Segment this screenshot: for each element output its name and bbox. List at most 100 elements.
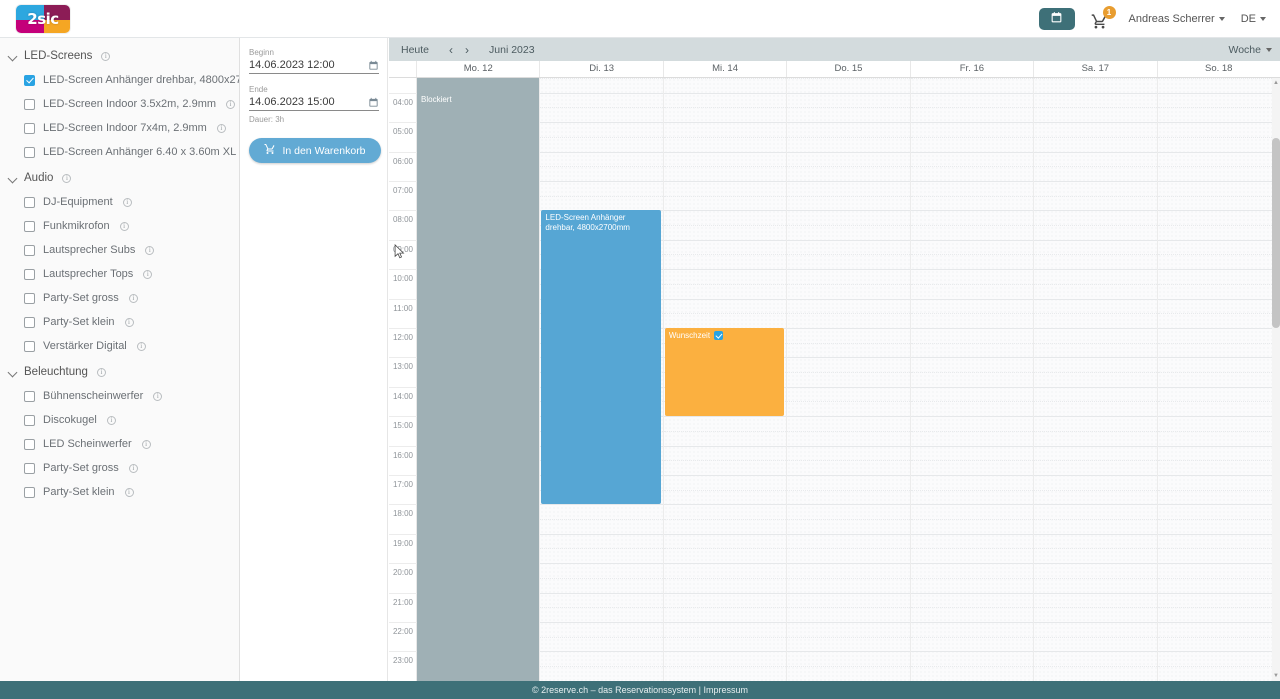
hour-label: 06:00: [392, 156, 414, 166]
sidebar-item[interactable]: LED-Screen Indoor 3.5x2m, 2.9mm i: [0, 92, 239, 116]
calendar-event-blue[interactable]: LED-Screen Anhänger drehbar, 4800x2700mm: [541, 210, 661, 505]
day-column-5[interactable]: [1034, 78, 1158, 681]
view-selector[interactable]: Woche: [1228, 43, 1272, 56]
item-checkbox[interactable]: [24, 414, 35, 426]
sidebar-item[interactable]: Party-Set klein i: [0, 480, 239, 504]
info-icon[interactable]: i: [143, 269, 153, 279]
begin-input-row[interactable]: 14.06.2023 12:00: [249, 59, 379, 74]
chevron-down-icon: [1260, 16, 1266, 21]
day-header-1[interactable]: Di. 13: [540, 61, 664, 77]
sidebar-item[interactable]: Party-Set gross i: [0, 456, 239, 480]
item-checkbox[interactable]: [24, 486, 35, 498]
item-checkbox[interactable]: [24, 438, 35, 450]
day-column-0[interactable]: Blockiert: [417, 78, 541, 681]
language-menu[interactable]: DE: [1241, 13, 1266, 25]
calendar-event-blocked[interactable]: Blockiert: [417, 78, 540, 681]
begin-value[interactable]: 14.06.2023 12:00: [249, 59, 335, 71]
day-column-2[interactable]: Wunschzeit: [663, 78, 788, 681]
hour-label: 15:00: [392, 421, 414, 431]
sidebar-item[interactable]: Funkmikrofon i: [0, 214, 239, 238]
item-checkbox[interactable]: [24, 268, 35, 280]
sidebar-item[interactable]: DJ-Equipment i: [0, 190, 239, 214]
sidebar-item[interactable]: Bühnenscheinwerfer i: [0, 384, 239, 408]
sidebar-item[interactable]: Lautsprecher Subs i: [0, 238, 239, 262]
hour-label: 14:00: [392, 391, 414, 401]
info-icon[interactable]: i: [216, 123, 226, 133]
info-icon[interactable]: i: [124, 317, 134, 327]
prev-week-button[interactable]: ‹: [449, 42, 454, 57]
info-icon[interactable]: i: [145, 245, 155, 255]
item-checkbox[interactable]: [24, 316, 35, 328]
info-icon[interactable]: i: [122, 197, 132, 207]
item-checkbox[interactable]: [24, 340, 35, 352]
sidebar-group-audio[interactable]: Audio i: [0, 168, 239, 188]
sidebar-item[interactable]: LED-Screen Anhänger 6.40 x 3.60m XLi: [0, 140, 239, 164]
info-icon[interactable]: i: [96, 367, 106, 377]
info-icon[interactable]: i: [62, 173, 72, 183]
item-checkbox[interactable]: [24, 292, 35, 304]
sidebar-item[interactable]: Party-Set gross i: [0, 286, 239, 310]
scrollbar-thumb[interactable]: [1272, 138, 1280, 328]
calendar-picker-icon[interactable]: [368, 97, 379, 108]
item-checkbox[interactable]: [24, 98, 35, 110]
sidebar-item[interactable]: Lautsprecher Tops i: [0, 262, 239, 286]
item-checkbox[interactable]: [24, 196, 35, 208]
calendar-grid[interactable]: 04:00 05:00 06:00 07:00 08:00 09:00 10:00 11:00…: [389, 78, 1280, 681]
info-icon[interactable]: i: [226, 99, 236, 109]
day-header-0[interactable]: Mo. 12: [417, 61, 541, 77]
day-header-6[interactable]: So. 18: [1205, 63, 1233, 74]
sidebar-group-beleuchtung[interactable]: Beleuchtung i: [0, 362, 239, 382]
sidebar-item[interactable]: Discokugel i: [0, 408, 239, 432]
day-column-6[interactable]: [1157, 78, 1280, 681]
day-column-4[interactable]: [910, 78, 1035, 681]
info-icon[interactable]: i: [101, 51, 111, 61]
info-icon[interactable]: i: [106, 415, 116, 425]
end-input-row[interactable]: 14.06.2023 15:00: [249, 96, 379, 111]
day-header-2[interactable]: Mi. 14: [664, 61, 788, 77]
sidebar-item[interactable]: Verstärker Digital i: [0, 334, 239, 358]
day-header-row: Mo. 12 Di. 13 Mi. 14 Do. 15 Fr. 16 Sa. 17 So. …: [389, 61, 1280, 78]
vertical-scrollbar[interactable]: ▲ ▼: [1272, 78, 1280, 681]
next-week-button[interactable]: ›: [465, 42, 470, 57]
info-icon[interactable]: i: [153, 391, 163, 401]
add-to-cart-button[interactable]: In den Warenkorb: [249, 138, 381, 163]
day-header-4[interactable]: Fr. 16: [911, 61, 1035, 77]
item-checkbox[interactable]: [24, 244, 35, 256]
logo[interactable]: 2sic: [15, 3, 71, 34]
day-column-1[interactable]: LED-Screen Anhänger drehbar, 4800x2700mm: [540, 78, 664, 681]
sidebar-item[interactable]: LED Scheinwerfer i: [0, 432, 239, 456]
day-column-3[interactable]: [787, 78, 911, 681]
sidebar-group-led-screens[interactable]: LED-Screens i: [0, 46, 239, 66]
item-checkbox[interactable]: [24, 390, 35, 402]
today-button[interactable]: Heute: [401, 43, 430, 56]
sidebar-item[interactable]: LED-Screen Indoor 7x4m, 2.9mm i: [0, 116, 239, 140]
scroll-down-icon[interactable]: ▼: [1273, 673, 1279, 679]
calendar-picker-icon[interactable]: [368, 60, 379, 71]
cart-button[interactable]: 1: [1091, 5, 1116, 31]
info-icon[interactable]: i: [128, 293, 138, 303]
info-icon[interactable]: i: [119, 221, 129, 231]
scroll-up-icon[interactable]: ▲: [1273, 80, 1279, 86]
calendar-event-orange[interactable]: Wunschzeit: [664, 327, 785, 417]
item-checkbox[interactable]: [24, 146, 35, 158]
footer-text[interactable]: © 2reserve.ch – das Reservationssystem |…: [531, 685, 749, 695]
wunschzeit-checkbox-icon[interactable]: [714, 331, 724, 341]
sidebar-item[interactable]: LED-Screen Anhänger drehbar, 4800x2700mm…: [0, 68, 239, 92]
day-header-3[interactable]: Do. 15: [787, 61, 911, 77]
info-icon[interactable]: i: [128, 463, 138, 473]
sidebar-item[interactable]: Party-Set klein i: [0, 310, 239, 334]
info-icon[interactable]: i: [141, 439, 151, 449]
user-menu[interactable]: Andreas Scherrer: [1129, 13, 1225, 25]
day-header-5[interactable]: Sa. 17: [1034, 61, 1158, 77]
view-selector-label: Woche: [1228, 43, 1262, 56]
end-value[interactable]: 14.06.2023 15:00: [249, 96, 335, 108]
item-checkbox[interactable]: [24, 74, 35, 86]
item-checkbox[interactable]: [24, 122, 35, 134]
item-checkbox[interactable]: [24, 462, 35, 474]
hour-lines: [910, 78, 1034, 681]
item-checkbox[interactable]: [24, 220, 35, 232]
calendar-button[interactable]: [1038, 7, 1075, 30]
info-icon[interactable]: i: [124, 487, 134, 497]
info-icon[interactable]: i: [136, 341, 146, 351]
logo-square-purple: [44, 4, 70, 20]
